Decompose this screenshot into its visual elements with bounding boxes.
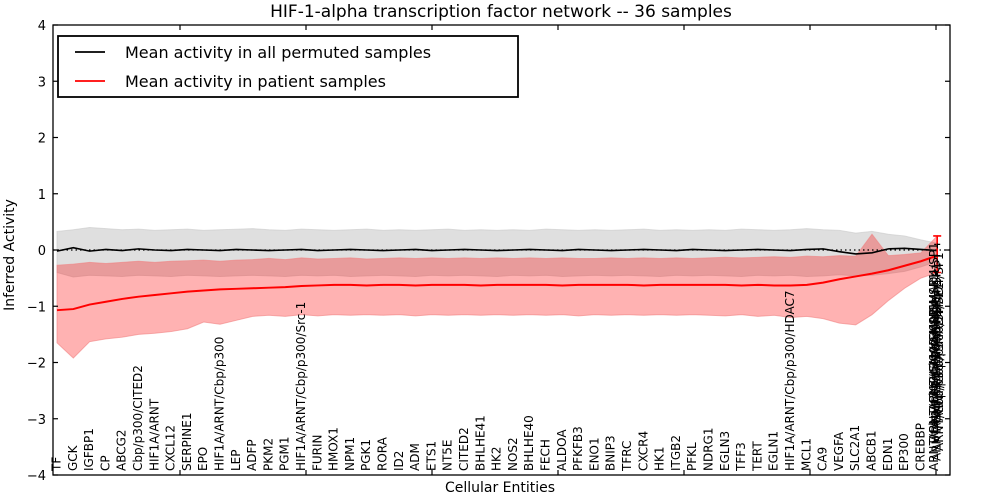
x-category-label: EP300 [897, 433, 911, 471]
y-tick-label: 1 [38, 188, 46, 203]
x-category-label: IGFBP1 [82, 428, 96, 471]
x-category-label: CITED2 [457, 427, 471, 471]
x-category-label: Cbp/p300/CITED2 [131, 365, 145, 471]
x-category-label: EGLN1 [767, 431, 781, 471]
x-axis-title: Cellular Entities [445, 480, 555, 496]
x-category-label: CP [98, 455, 112, 471]
x-category-label: HIF1A/ARNT/Cbp/p300/Src-1 [294, 302, 308, 471]
x-category-label: PGM1 [278, 436, 292, 471]
x-category-label: TF [50, 457, 64, 472]
x-category-label: CXCR4 [636, 431, 650, 471]
x-category-label: EDN1 [881, 438, 895, 471]
y-tick-label: −1 [27, 300, 46, 315]
x-category-label: RORA [376, 436, 390, 471]
x-category-label: ABCB1 [865, 431, 879, 471]
x-category-label: PFKFB3 [571, 426, 585, 471]
y-tick-label: −2 [27, 357, 46, 372]
x-category-label: HIF1A/ARNT [147, 398, 161, 471]
x-category-label: TERT [750, 441, 764, 472]
x-category-label: FURIN [310, 434, 324, 471]
x-category-label-cluster: ARNT/Cbp/p300/SMAD4/SP1 [927, 302, 941, 471]
x-category-label: NPM1 [343, 437, 357, 471]
x-category-label: ADM [408, 443, 422, 471]
x-category-label: TFRC [620, 441, 634, 472]
legend-label-patient: Mean activity in patient samples [125, 72, 386, 91]
x-category-label: EGLN3 [718, 431, 732, 471]
x-category-label: EPO [196, 447, 210, 471]
x-category-label-cluster: ARNT/Cbp/p300/SMAD4/SP1 [932, 252, 946, 421]
x-category-label: CA9 [816, 447, 830, 471]
x-category-label: HIF1A/ARNT/Cbp/p300 [213, 337, 227, 471]
legend-box [57, 35, 519, 98]
x-category-label: ENO1 [587, 437, 601, 471]
y-tick-label: 3 [38, 75, 46, 90]
x-category-label: MCL1 [799, 438, 813, 471]
chart-layer: 4 3 2 1 0 −1 −2 −3 −4 TF GCK IGFBP1 CP ABCG2 Cbp/p300/… [27, 19, 950, 484]
legend: Mean activity in all permuted samples Me… [57, 35, 519, 98]
x-category-label: BNIP3 [604, 435, 618, 471]
y-tick-label: 0 [38, 244, 46, 259]
x-category-label: CXCL12 [164, 425, 178, 471]
x-category-label: PGK1 [359, 439, 373, 471]
y-tick-label: −3 [27, 413, 46, 428]
x-category-label: ALDOA [555, 429, 569, 471]
x-category-label: HIF1A/ARNT/Cbp/p300/HDAC7 [783, 290, 797, 471]
x-category-label: ID2 [392, 451, 406, 471]
x-category-label-cluster: ARNT/Cbp/p300/SMAD4/SP1 [932, 282, 946, 451]
patient-endpoint-errorbar [933, 235, 942, 274]
x-category-label: SERPINE1 [180, 412, 194, 471]
chart-title: HIF-1-alpha transcription factor network… [270, 2, 732, 22]
x-category-label: FECH [539, 439, 553, 471]
x-category-label: GCK [66, 444, 80, 471]
x-category-label: ITGB2 [669, 435, 683, 471]
permuted-mean-line [56, 246, 938, 255]
x-category-label: VEGFA [832, 431, 846, 471]
x-category-label: CREBBP [913, 423, 927, 471]
patient-mean-line [56, 254, 938, 312]
x-category-label: BHLHE40 [522, 415, 536, 471]
x-category-label: ETS1 [424, 441, 438, 471]
y-tick-label: 4 [38, 19, 46, 34]
x-category-label: ABCG2 [115, 429, 129, 471]
x-category-label: BHLHE41 [473, 415, 487, 471]
y-tick-label: 2 [38, 132, 46, 147]
x-category-label: SLC2A1 [848, 425, 862, 471]
x-category-label-cluster: ARNT/Cbp/p300/SMAD4/SP1 [930, 292, 944, 461]
x-category-label-cluster: ARNT/Cbp/p300/SMAD4/SP1 [927, 272, 941, 441]
x-category-label: ADFP [245, 439, 259, 471]
y-axis-title: Inferred Activity [2, 199, 18, 311]
y-tick-label: −4 [27, 469, 46, 484]
x-category-label-cluster: ARNT/Cbp/p300/SMAD4/SP1 [930, 262, 944, 431]
legend-label-permuted: Mean activity in all permuted samples [125, 43, 431, 62]
x-category-label: NOS2 [506, 437, 520, 471]
x-category-label: PKM2 [261, 438, 275, 471]
x-category-label: PFKL [685, 442, 699, 471]
x-category-label: HK2 [490, 446, 504, 471]
x-category-label: NT5E [441, 439, 455, 471]
x-category-label-cluster: ARNT/Cbp/p300/SMAD4/SP1 [927, 242, 941, 411]
x-category-label: HK1 [653, 446, 667, 471]
x-category-label: NDRG1 [702, 428, 716, 472]
x-category-label: LEP [229, 449, 243, 471]
x-category-label: HMOX1 [327, 427, 341, 471]
x-category-label: TFF3 [734, 442, 748, 472]
